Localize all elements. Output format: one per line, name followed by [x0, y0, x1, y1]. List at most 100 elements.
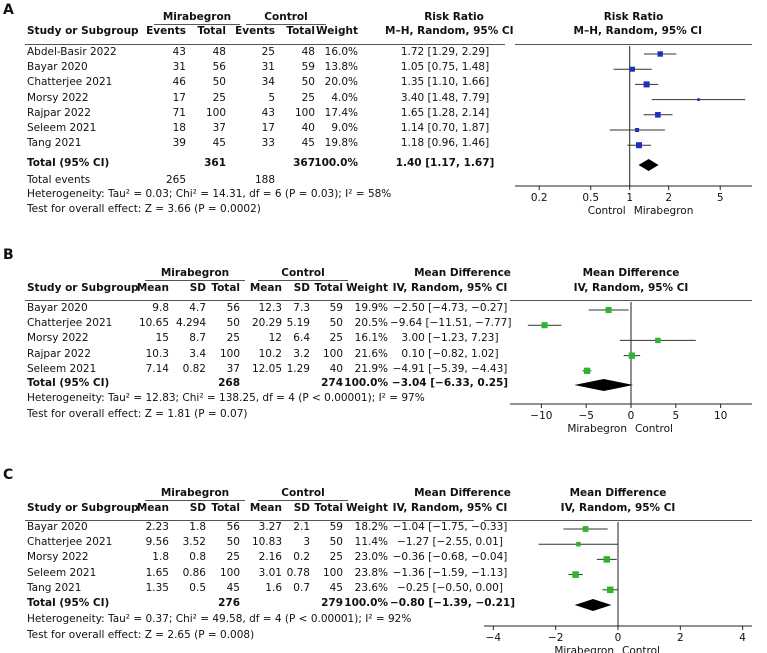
favours-right-label: Control	[622, 645, 660, 653]
study-effect-marker	[603, 556, 611, 563]
sd-mirabegron: 0.8	[189, 551, 206, 564]
study-name: Chatterjee 2021	[27, 536, 113, 549]
study-effect-marker	[655, 111, 661, 118]
overall-effect-text: Test for overall effect: Z = 1.81 (P = 0…	[27, 408, 248, 420]
favours-right-label: Mirabegron	[634, 205, 694, 217]
column-header: Mean	[249, 502, 282, 514]
total-control: 100	[322, 347, 343, 360]
total-control: 40	[301, 122, 315, 134]
column-header: Total	[314, 502, 343, 514]
heterogeneity-text: Heterogeneity: Tau² = 0.37; Chi² = 49.58…	[27, 613, 412, 625]
mean-mirabegron: 15	[155, 332, 169, 345]
x-axis-tick-label: 4	[739, 632, 746, 644]
sd-mirabegron: 1.8	[189, 521, 206, 533]
total-control: 25	[301, 91, 315, 104]
study-effect-marker	[657, 51, 663, 57]
favours-right-label: Control	[635, 423, 673, 435]
x-axis-tick-label: 5	[717, 192, 724, 204]
column-header: Total	[211, 282, 240, 294]
total-control: 45	[301, 137, 315, 150]
study-weight: 9.0%	[331, 122, 358, 134]
total-mirabegron: 361	[204, 157, 226, 169]
total-mirabegron: 37	[212, 122, 226, 134]
favours-left-label: Mirabegron	[567, 423, 627, 435]
total-mirabegron: 48	[212, 46, 226, 58]
events-control: 31	[261, 61, 275, 74]
total-mirabegron: 56	[226, 521, 240, 533]
study-name: Bayar 2020	[27, 521, 88, 533]
x-axis-tick-label: 10	[714, 410, 727, 422]
plot-header-rule	[510, 300, 752, 301]
study-effect-ci: −9.64 [−11.51, −7.77]	[390, 317, 512, 330]
events-control: 25	[261, 46, 275, 58]
study-effect-marker	[582, 526, 589, 532]
study-weight: 16.1%	[354, 332, 388, 345]
x-axis-tick-label: −10	[530, 410, 552, 422]
mean-control: 3.27	[258, 521, 282, 533]
x-axis-tick-label: 1	[626, 192, 633, 204]
study-name: Rajpar 2022	[27, 106, 91, 119]
column-header: SD	[293, 502, 310, 514]
plot-header-rule	[484, 520, 752, 521]
study-effect-ci: 0.10 [−0.82, 1.02]	[401, 347, 499, 360]
column-header: Total	[211, 502, 240, 514]
header-rule	[25, 300, 500, 301]
x-axis-tick-label: −2	[548, 632, 563, 644]
total-effect-ci: 1.40 [1.17, 1.67]	[395, 157, 495, 169]
study-name: Abdel-Basir 2022	[27, 46, 117, 58]
mean-control: 1.6	[265, 581, 282, 594]
total-mirabegron: 100	[219, 566, 240, 579]
study-effect-marker	[628, 352, 636, 359]
total-control: 40	[329, 362, 343, 375]
sd-control: 2.1	[293, 521, 310, 533]
study-name: Bayar 2020	[27, 61, 88, 74]
study-weight: 23.8%	[354, 566, 388, 579]
events-control: 17	[261, 122, 275, 134]
header-rule	[25, 44, 505, 45]
study-effect-ci: 3.00 [−1.23, 7.23]	[401, 332, 499, 345]
events-control: 43	[261, 106, 275, 119]
group1-underline	[145, 280, 245, 281]
total-weight: 100.0%	[344, 597, 388, 609]
total-events-mirabegron: 265	[165, 174, 186, 186]
study-effect-ci: −1.27 [−2.55, 0.01]	[397, 536, 503, 549]
study-effect-ci: −1.36 [−1.59, −1.13]	[392, 566, 508, 579]
total-control: 50	[301, 76, 315, 89]
study-weight: 11.4%	[354, 536, 388, 549]
study-effect-marker	[541, 322, 548, 329]
study-weight: 23.6%	[354, 581, 388, 594]
method-header: IV, Random, 95% CI	[392, 502, 508, 514]
column-header: SD	[293, 282, 310, 294]
total-control: 45	[329, 581, 343, 594]
group1-underline	[145, 500, 245, 501]
group1-header: Mirabegron	[160, 487, 230, 499]
total-effect-ci: −3.04 [−6.33, 0.25]	[391, 377, 509, 389]
events-mirabegron: 43	[172, 46, 186, 58]
heterogeneity-text: Heterogeneity: Tau² = 0.03; Chi² = 14.31…	[27, 188, 392, 200]
total-control: 50	[329, 536, 343, 549]
study-weight: 20.5%	[354, 317, 388, 330]
study-effect-ci: −2.50 [−4.73, −0.27]	[392, 302, 508, 314]
column-header: Events	[146, 25, 186, 37]
total-control: 25	[329, 551, 343, 564]
pooled-effect-diamond	[574, 599, 612, 611]
study-effect-marker	[635, 127, 640, 133]
study-weight: 16.0%	[324, 46, 358, 58]
study-effect-ci: 1.72 [1.29, 2.29]	[400, 46, 490, 58]
sd-mirabegron: 4.7	[189, 302, 206, 314]
plot-method-header: IV, Random, 95% CI	[560, 502, 676, 514]
total-control: 279	[321, 597, 343, 609]
study-weight: 21.9%	[354, 362, 388, 375]
total-mirabegron: 37	[226, 362, 240, 375]
column-header: Total	[314, 282, 343, 294]
overall-effect-text: Test for overall effect: Z = 2.65 (P = 0…	[27, 629, 255, 641]
column-header: Mean	[249, 282, 282, 294]
study-name: Morsy 2022	[27, 332, 89, 345]
study-effect-marker	[606, 586, 614, 594]
group1-header: Mirabegron	[162, 11, 232, 23]
column-header: Study or Subgroup	[27, 502, 139, 514]
overall-effect-text: Test for overall effect: Z = 3.66 (P = 0…	[27, 203, 261, 215]
study-effect-marker	[655, 337, 661, 344]
x-axis-tick-label: −5	[578, 410, 593, 422]
total-control: 59	[329, 521, 343, 533]
